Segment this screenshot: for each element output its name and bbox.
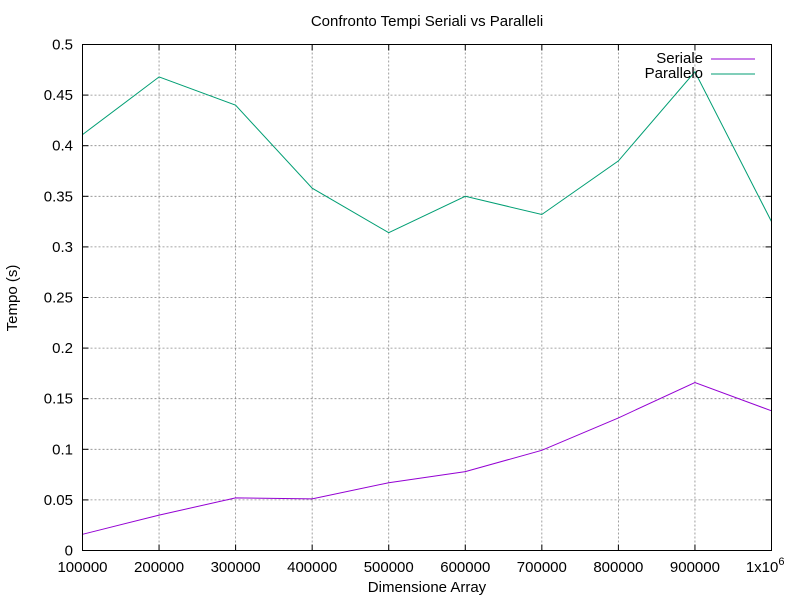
y-tick-label: 0.15 [44, 391, 73, 408]
x-tick-label-text: 400000 [287, 559, 337, 576]
y-tick-label: 0.5 [52, 37, 73, 54]
x-tick-label-text: 300000 [211, 559, 261, 576]
legend-label-seriale: Seriale [656, 50, 703, 67]
x-tick-label: 900000 [670, 559, 720, 576]
x-tick-label: 500000 [364, 559, 414, 576]
x-tick-label-text: 200000 [134, 559, 184, 576]
x-tick-label: 400000 [287, 559, 337, 576]
plot-frame [82, 44, 772, 551]
x-tick-label-text: 900000 [670, 559, 720, 576]
x-tick-label: 200000 [134, 559, 184, 576]
x-tick-label-text: 700000 [517, 559, 567, 576]
y-tick-label: 0.35 [44, 188, 73, 205]
y-axis-label: Tempo (s) [4, 265, 21, 332]
x-axis-label: Dimensione Array [368, 579, 487, 596]
x-tick-label: 800000 [593, 559, 643, 576]
x-tick-label-text: 800000 [593, 559, 643, 576]
grid-layer [82, 44, 772, 551]
y-tick-label: 0.45 [44, 87, 73, 104]
series-line-parallelo [82, 70, 772, 234]
x-tick-label: 700000 [517, 559, 567, 576]
series-layer [82, 70, 772, 535]
legend: Seriale Parallelo [645, 50, 755, 82]
y-tick-label: 0.05 [44, 492, 73, 509]
x-tick-label: 100000 [57, 559, 107, 576]
x-tick-exponent: 6 [778, 556, 784, 568]
y-tick-label: 0.4 [52, 138, 73, 155]
x-tick-label: 300000 [211, 559, 261, 576]
x-tick-label-text: 600000 [440, 559, 490, 576]
x-tick-label-text: 1x10 [746, 559, 779, 576]
series-line-seriale [82, 381, 772, 535]
y-tick-label: 0 [65, 543, 73, 560]
legend-label-parallelo: Parallelo [645, 65, 703, 82]
x-tick-label-text: 100000 [57, 559, 107, 576]
x-tick-label: 1x106 [746, 556, 785, 576]
x-tick-label-text: 500000 [364, 559, 414, 576]
x-tick-label: 600000 [440, 559, 490, 576]
y-tick-label: 0.1 [52, 441, 73, 458]
y-tick-label: 0.2 [52, 340, 73, 357]
y-tick-label: 0.3 [52, 239, 73, 256]
chart-title: Confronto Tempi Seriali vs Paralleli [311, 13, 543, 30]
y-tick-label: 0.25 [44, 290, 73, 307]
y-tick-labels: 0 0.05 0.1 0.15 0.2 0.25 0.3 0.35 0.4 0.45 0.5 [44, 37, 73, 560]
x-tick-labels: 100000 200000 300000 400000 500000 600000 7000… [57, 556, 784, 576]
